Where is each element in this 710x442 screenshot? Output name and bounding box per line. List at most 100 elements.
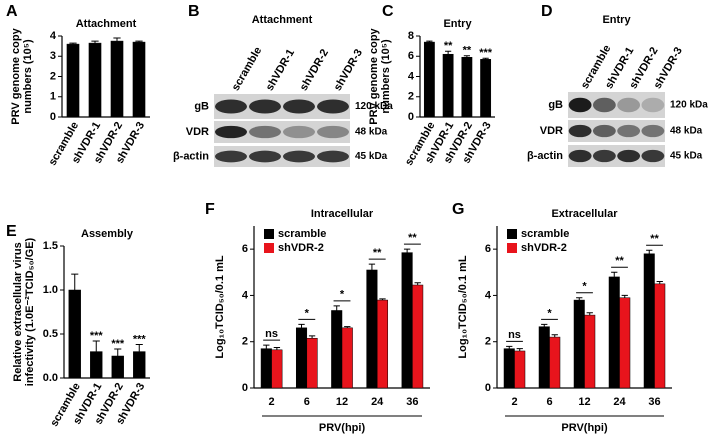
x-tick-label: 6 xyxy=(304,396,310,408)
y-tick-label: 0 xyxy=(485,382,491,394)
blot-band xyxy=(283,150,315,163)
row-label: VDR xyxy=(186,126,209,138)
y-tick-label: 4 xyxy=(50,30,57,42)
error-bar xyxy=(611,271,618,277)
blot-strip xyxy=(568,145,665,167)
x-tick-label: 12 xyxy=(336,396,348,408)
bar xyxy=(260,348,272,389)
significance: ** xyxy=(463,45,472,57)
blot-title: Entry xyxy=(602,14,631,26)
y-tick-label: 2 xyxy=(242,336,248,348)
significance: *** xyxy=(479,47,493,59)
blot-band xyxy=(592,124,616,138)
blot-band xyxy=(568,124,592,138)
bar xyxy=(88,42,102,118)
chart-title: Assembly xyxy=(81,228,134,240)
significance: ** xyxy=(615,255,624,267)
bar xyxy=(423,41,435,118)
bar xyxy=(514,350,526,389)
x-axis-label: PRV(hpi) xyxy=(561,422,608,434)
bar xyxy=(654,283,666,389)
x-tick-label: 36 xyxy=(648,396,660,408)
y-tick-label: 1.5 xyxy=(43,240,58,252)
significance: * xyxy=(340,289,345,301)
error-bar xyxy=(379,298,386,301)
bar xyxy=(271,349,283,389)
blot-band xyxy=(641,124,665,138)
y-tick-label: 4 xyxy=(242,289,249,301)
x-tick-label: 2 xyxy=(511,396,517,408)
bar xyxy=(538,326,550,389)
error-bar xyxy=(403,248,411,253)
row-label: β-actin xyxy=(173,150,209,162)
blot-title: Attachment xyxy=(252,14,313,26)
blot-band xyxy=(317,125,349,139)
panel-letter: E xyxy=(6,223,17,240)
error-bar xyxy=(414,282,421,286)
size-label: 120 kDa xyxy=(355,101,393,112)
blot-strip xyxy=(568,120,665,142)
y-axis-label: numbers (10⁵) xyxy=(380,39,392,114)
y-axis-label: infectivity (1.0E⁻²TCID₅₀/GE) xyxy=(24,237,36,386)
error-bar xyxy=(333,305,340,311)
lane-label: shVDR-2 xyxy=(298,47,331,93)
blot-band xyxy=(249,99,281,114)
chart-title: Attachment xyxy=(76,18,137,30)
error-bar xyxy=(621,294,628,298)
significance: ** xyxy=(444,40,453,52)
lane-label: scramble xyxy=(230,45,265,93)
significance: ** xyxy=(650,233,659,245)
error-bar xyxy=(69,42,77,45)
bar xyxy=(132,41,146,118)
row-label: β-actin xyxy=(527,150,563,162)
blot-band xyxy=(317,150,349,163)
error-bar xyxy=(541,323,548,327)
y-axis-label: Log₁₀TCID₅₀/0.1 mL xyxy=(457,255,469,359)
blot-band xyxy=(568,97,592,113)
size-label: 48 kDa xyxy=(355,127,388,138)
blot-band xyxy=(568,149,592,163)
x-tick-label: 6 xyxy=(546,396,552,408)
y-tick-label: 0 xyxy=(50,111,56,123)
significance: ** xyxy=(408,232,417,244)
y-axis-label: Log₁₀TCID₅₀/0.1 mL xyxy=(214,255,226,359)
y-tick-label: 1 xyxy=(50,91,56,103)
x-axis-label: PRV(hpi) xyxy=(319,422,366,434)
y-tick-label: 2 xyxy=(485,336,491,348)
error-bar xyxy=(91,40,99,44)
y-tick-label: 2 xyxy=(408,91,414,103)
y-tick-label: 4 xyxy=(408,70,415,82)
error-bar xyxy=(426,40,433,43)
error-bar xyxy=(114,348,122,356)
significance: ns xyxy=(265,328,278,340)
significance: * xyxy=(547,307,552,319)
size-label: 120 kDa xyxy=(670,100,708,111)
bar xyxy=(68,289,81,379)
blot-band xyxy=(215,150,247,163)
chart-title: Entry xyxy=(443,18,472,30)
error-bar xyxy=(298,323,305,328)
error-bar xyxy=(113,37,121,42)
lane-label: shVDR-1 xyxy=(264,47,297,93)
panel-letter: B xyxy=(188,3,200,20)
row-label: gB xyxy=(548,99,563,111)
error-bar xyxy=(551,334,558,338)
significance: ** xyxy=(373,247,382,259)
row-label: VDR xyxy=(540,125,563,137)
y-tick-label: 8 xyxy=(408,30,414,42)
x-tick-label: 24 xyxy=(371,396,384,408)
legend-swatch xyxy=(507,229,517,239)
y-axis-label: Relative extracellular virus xyxy=(12,242,24,381)
y-axis-label: PRV genome copy xyxy=(10,27,22,124)
bar xyxy=(66,43,80,118)
chart-title: Intracellular xyxy=(311,208,374,220)
blot-strip xyxy=(214,146,350,167)
error-bar xyxy=(135,344,143,352)
panel-letter: G xyxy=(452,201,464,218)
error-bar xyxy=(463,55,470,58)
error-bar xyxy=(656,281,663,284)
blot-band xyxy=(249,125,281,139)
blot-band xyxy=(215,99,247,114)
blot-band xyxy=(249,150,281,163)
bar xyxy=(643,253,655,389)
